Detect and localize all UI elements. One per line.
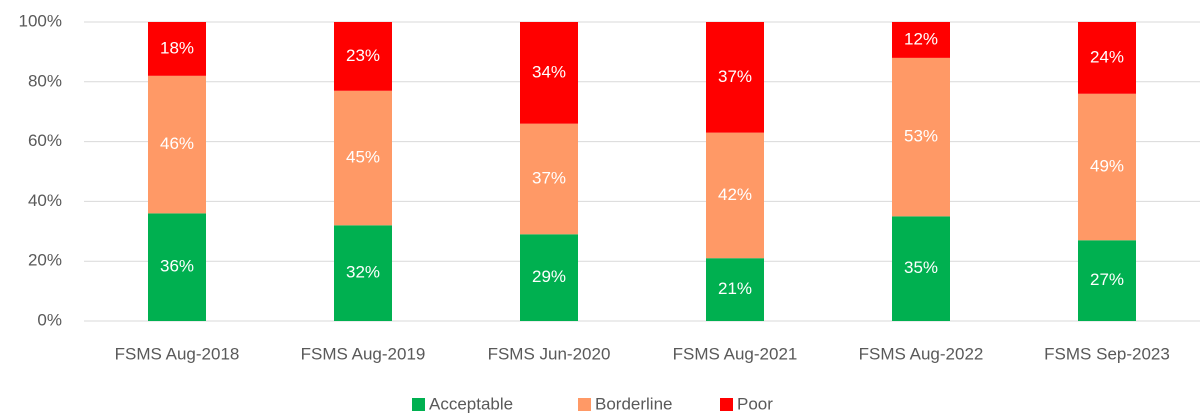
x-tick-label: FSMS Aug-2018 — [115, 344, 240, 363]
bar-segment — [520, 234, 578, 321]
data-label: 42% — [718, 185, 752, 204]
data-label: 37% — [532, 168, 566, 187]
bar-segment — [706, 22, 764, 133]
data-label: 12% — [904, 29, 938, 48]
y-tick-label: 0% — [37, 310, 62, 329]
bar-segment — [148, 75, 206, 214]
data-label: 35% — [904, 258, 938, 277]
bar-segment — [706, 258, 764, 321]
bar-segment — [334, 90, 392, 226]
data-label: 29% — [532, 267, 566, 286]
bar-segment — [148, 213, 206, 321]
legend-label: Borderline — [595, 394, 673, 413]
bar-segment — [334, 225, 392, 321]
bar-segment — [1078, 93, 1136, 241]
legend-swatch — [412, 398, 425, 411]
bar-segment — [892, 57, 950, 217]
y-tick-label: 20% — [28, 251, 62, 270]
legend-swatch — [578, 398, 591, 411]
data-label: 24% — [1090, 47, 1124, 66]
bar-segment — [1078, 22, 1136, 94]
bar-segment — [148, 22, 206, 76]
x-tick-label: FSMS Sep-2023 — [1044, 344, 1170, 363]
data-label: 36% — [160, 257, 194, 276]
data-label: 32% — [346, 263, 380, 282]
x-tick-label: FSMS Aug-2019 — [301, 344, 426, 363]
y-tick-label: 40% — [28, 191, 62, 210]
bar-segment — [520, 22, 578, 124]
data-label: 53% — [904, 127, 938, 146]
data-label: 27% — [1090, 270, 1124, 289]
bar-segment — [520, 123, 578, 235]
x-tick-label: FSMS Aug-2021 — [673, 344, 798, 363]
data-label: 21% — [718, 279, 752, 298]
legend-label: Poor — [737, 394, 773, 413]
data-label: 18% — [160, 38, 194, 57]
bar-segment — [892, 22, 950, 58]
legend-label: Acceptable — [429, 394, 513, 413]
bar-segment — [706, 132, 764, 259]
y-tick-label: 60% — [28, 131, 62, 150]
bar-segment — [892, 216, 950, 321]
bar-segment — [334, 22, 392, 91]
data-label: 46% — [160, 134, 194, 153]
bar-segment — [1078, 240, 1136, 321]
x-tick-label: FSMS Jun-2020 — [488, 344, 611, 363]
y-tick-label: 100% — [19, 11, 62, 30]
legend-swatch — [720, 398, 733, 411]
data-label: 37% — [718, 67, 752, 86]
y-tick-label: 80% — [28, 71, 62, 90]
data-label: 49% — [1090, 156, 1124, 175]
data-label: 23% — [346, 46, 380, 65]
data-label: 34% — [532, 62, 566, 81]
x-tick-label: FSMS Aug-2022 — [859, 344, 984, 363]
data-label: 45% — [346, 148, 380, 167]
